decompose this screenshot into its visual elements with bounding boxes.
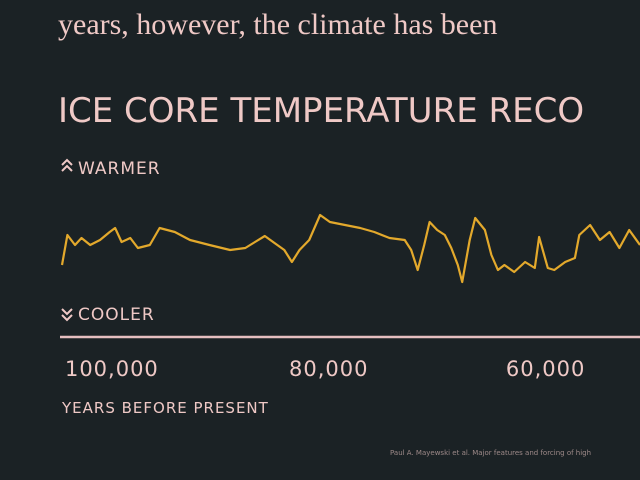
- cooler-label: COOLER: [78, 305, 155, 325]
- x-tick-label: 80,000: [289, 357, 368, 381]
- warmer-label: WARMER: [78, 159, 161, 179]
- up-chevron: [61, 158, 73, 172]
- x-tick-label: 60,000: [506, 357, 585, 381]
- data-line: [60, 213, 640, 284]
- intro-text: years, however, the climate has been: [58, 8, 497, 41]
- source-note: Paul A. Mayewski et al. Major features a…: [390, 449, 591, 457]
- chart-title: ICE CORE TEMPERATURE RECO: [58, 91, 584, 131]
- x-axis-label: YEARS BEFORE PRESENT: [61, 399, 269, 417]
- down-chevron: [61, 308, 73, 322]
- x-tick-label: 100,000: [65, 357, 159, 381]
